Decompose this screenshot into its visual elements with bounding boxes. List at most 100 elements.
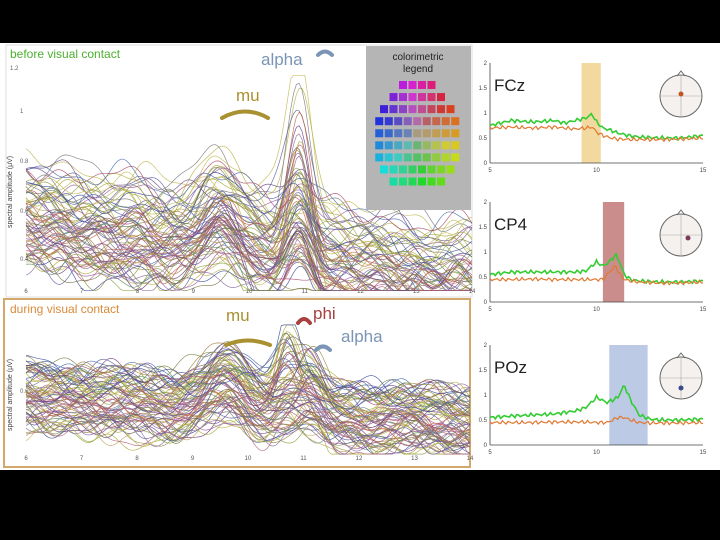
spectral-trace — [25, 144, 473, 232]
legend-swatch — [432, 117, 441, 126]
bottom-yticks: 0.6 — [20, 389, 29, 395]
bottom-traces — [25, 324, 471, 455]
bottom-panel: during visual contact spectral amplitude… — [3, 298, 474, 468]
legend-swatch — [437, 93, 445, 102]
legend-swatch — [418, 93, 426, 102]
y-tick-label: 0 — [484, 443, 488, 449]
spectral-trace — [25, 198, 473, 292]
x-tick-label: 5 — [488, 450, 492, 456]
spectral-trace — [25, 160, 473, 231]
x-tick-label: 5 — [488, 307, 492, 313]
electrode-title: FCz — [494, 76, 525, 95]
spectral-trace — [25, 394, 471, 435]
head-nose-icon — [676, 70, 686, 77]
electrode-title: CP4 — [494, 215, 527, 234]
spectral-trace — [25, 364, 471, 423]
legend-swatch — [451, 117, 460, 126]
x-tick-label: 10 — [593, 168, 600, 174]
y-tick-label: 0 — [484, 300, 488, 306]
legend-swatch — [446, 165, 455, 174]
y-tick-label: 0.8 — [20, 159, 29, 165]
legend-swatch — [437, 105, 445, 114]
legend-swatch — [418, 177, 426, 186]
spectral-trace — [25, 354, 471, 424]
bottom-panel-title: during visual contact — [10, 302, 120, 316]
top-yticks: 1 0.8 0.6 0.4 — [20, 109, 29, 263]
bottom-panel-ylabel: spectral amplitude (μV) — [7, 359, 14, 431]
y-tick-label: 1 — [20, 109, 24, 115]
legend-swatch — [432, 141, 441, 150]
legend-swatch — [394, 117, 403, 126]
top-xticks: 6 7 8 9 10 11 12 13 14 — [24, 289, 476, 295]
head-nose-icon — [676, 352, 686, 359]
y-tick-label: 1 — [484, 393, 488, 399]
legend-swatch — [451, 153, 460, 162]
legend-swatch — [375, 117, 384, 126]
spectral-trace — [25, 401, 470, 455]
electrode-trace-during — [489, 385, 704, 424]
legend-swatch — [389, 177, 398, 186]
legend-swatch — [422, 129, 431, 138]
spectral-trace — [25, 375, 471, 432]
top-panel-ylabel: spectral amplitude (μV) — [7, 156, 14, 228]
bottom-alpha-arc — [314, 344, 332, 352]
x-tick-label: 14 — [469, 289, 476, 295]
legend-swatch — [422, 117, 431, 126]
spectral-trace — [25, 174, 473, 271]
spectral-trace — [25, 332, 471, 413]
spectral-trace — [25, 362, 471, 421]
legend-swatch — [399, 105, 407, 114]
legend-swatch — [394, 153, 403, 162]
electrode-panel-fcz: 0 0.5 1 1.5 2 5 10 15 FCz — [478, 45, 718, 181]
spectral-trace — [25, 352, 471, 408]
y-tick-label: 1.5 — [479, 86, 488, 92]
spectral-trace — [25, 351, 471, 417]
top-mu-label: mu — [236, 86, 260, 105]
electrode-title: POz — [494, 358, 527, 377]
y-tick-label: 1 — [484, 111, 488, 117]
legend-swatch — [446, 105, 455, 114]
y-tick-label: 2 — [484, 343, 488, 349]
spectral-trace — [25, 144, 473, 292]
legend-swatch — [384, 141, 393, 150]
spectral-trace — [25, 179, 473, 265]
spectral-trace — [25, 338, 471, 427]
legend-swatch — [432, 129, 441, 138]
spectral-trace — [25, 167, 473, 271]
legend-swatch — [380, 105, 388, 114]
x-tick-label: 15 — [700, 168, 707, 174]
legend-swatch — [418, 81, 426, 89]
x-tick-label: 11 — [300, 456, 307, 462]
electrode-trace-before — [489, 124, 704, 143]
top-mu-arc — [220, 109, 270, 120]
legend-swatch — [375, 129, 384, 138]
legend-color-grid — [375, 81, 460, 186]
bottom-mu-arc — [224, 338, 272, 347]
electrode-panel-poz: 0 0.5 1 1.5 2 5 10 15 POz — [478, 327, 718, 463]
x-tick-label: 9 — [192, 289, 196, 295]
legend-swatch — [399, 93, 407, 102]
legend-swatch — [441, 129, 450, 138]
spectral-trace — [25, 133, 473, 292]
legend-swatch — [399, 177, 407, 186]
legend-swatch — [389, 93, 398, 102]
legend-swatch — [451, 129, 460, 138]
legend-swatch — [437, 177, 445, 186]
legend-swatch — [394, 129, 403, 138]
spectral-trace — [25, 367, 471, 414]
y-tick-label: 2 — [484, 200, 488, 206]
spectral-trace — [25, 352, 471, 444]
x-tick-label: 10 — [245, 456, 252, 462]
bottom-phi-arc — [296, 317, 312, 325]
spectral-trace — [25, 183, 473, 265]
top-panel: before visual contact 1.2 spectral ampli… — [5, 44, 476, 298]
spectral-trace — [25, 87, 473, 241]
spectral-trace — [25, 212, 473, 292]
spectral-trace — [25, 173, 473, 287]
y-tick-label: 0.5 — [479, 136, 488, 142]
spectral-trace — [25, 167, 473, 247]
legend-swatch — [399, 165, 407, 174]
spectral-trace — [25, 388, 471, 447]
x-tick-label: 8 — [135, 456, 139, 462]
x-tick-label: 11 — [302, 289, 309, 295]
